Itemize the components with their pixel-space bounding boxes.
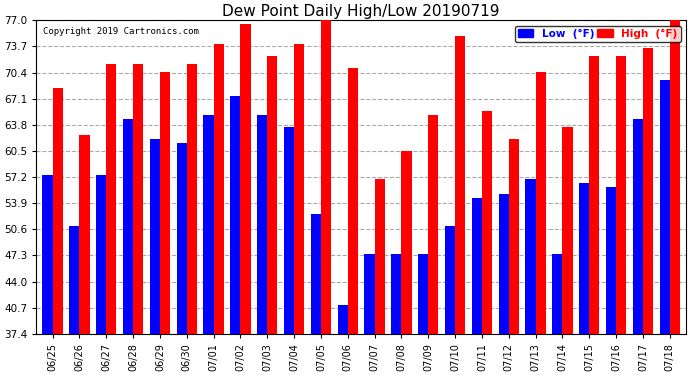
- Bar: [284, 127, 294, 334]
- Bar: [643, 48, 653, 334]
- Bar: [230, 96, 240, 334]
- Bar: [257, 116, 267, 334]
- Bar: [482, 111, 492, 334]
- Bar: [150, 139, 160, 334]
- Bar: [69, 226, 79, 334]
- Bar: [499, 195, 509, 334]
- Bar: [133, 64, 144, 334]
- Bar: [310, 214, 321, 334]
- Bar: [294, 44, 304, 334]
- Bar: [160, 72, 170, 334]
- Bar: [106, 64, 117, 334]
- Bar: [616, 56, 627, 334]
- Bar: [509, 139, 519, 334]
- Bar: [187, 64, 197, 334]
- Bar: [177, 143, 187, 334]
- Text: Copyright 2019 Cartronics.com: Copyright 2019 Cartronics.com: [43, 27, 199, 36]
- Bar: [402, 151, 412, 334]
- Bar: [123, 119, 133, 334]
- Bar: [633, 119, 643, 334]
- Bar: [204, 116, 213, 334]
- Bar: [535, 72, 546, 334]
- Bar: [348, 68, 358, 334]
- Bar: [42, 175, 52, 334]
- Bar: [606, 187, 616, 334]
- Bar: [562, 127, 573, 334]
- Bar: [79, 135, 90, 334]
- Legend: Low  (°F), High  (°F): Low (°F), High (°F): [515, 26, 680, 42]
- Bar: [472, 198, 482, 334]
- Bar: [337, 305, 348, 334]
- Title: Dew Point Daily High/Low 20190719: Dew Point Daily High/Low 20190719: [222, 4, 500, 19]
- Bar: [52, 88, 63, 334]
- Bar: [589, 56, 600, 334]
- Bar: [240, 24, 250, 334]
- Bar: [391, 254, 402, 334]
- Bar: [364, 254, 375, 334]
- Bar: [428, 116, 438, 334]
- Bar: [552, 254, 562, 334]
- Bar: [418, 254, 428, 334]
- Bar: [445, 226, 455, 334]
- Bar: [455, 36, 465, 334]
- Bar: [525, 178, 535, 334]
- Bar: [670, 20, 680, 334]
- Bar: [96, 175, 106, 334]
- Bar: [375, 178, 385, 334]
- Bar: [660, 80, 670, 334]
- Bar: [213, 44, 224, 334]
- Bar: [267, 56, 277, 334]
- Bar: [579, 183, 589, 334]
- Bar: [321, 20, 331, 334]
